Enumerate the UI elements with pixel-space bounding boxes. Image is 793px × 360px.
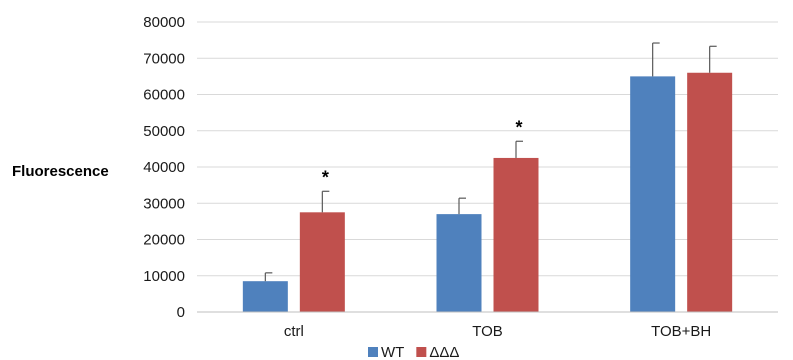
legend-label: ΔΔΔ [429, 344, 459, 360]
significance-star: * [515, 117, 522, 137]
bar-tob-bh-ddd [687, 72, 733, 312]
x-category-label: TOB [472, 323, 503, 340]
legend-label: WT [381, 344, 404, 360]
x-axis-categories: ctrl TOB TOB+BH [284, 323, 711, 340]
bar-tob-bh-wt [630, 76, 676, 312]
legend: WT ΔΔΔ [368, 344, 459, 360]
y-tick-label: 60000 [143, 87, 185, 104]
y-tick-label: 80000 [143, 14, 185, 31]
bars [242, 72, 733, 312]
significance-star: * [322, 167, 329, 187]
legend-swatch [368, 347, 378, 357]
y-tick-label: 20000 [143, 232, 185, 249]
legend-swatch [416, 347, 427, 357]
x-category-label: ctrl [284, 323, 304, 340]
y-axis-label: Fluorescence [12, 163, 109, 180]
y-tick-label: 30000 [143, 195, 185, 212]
gridlines [197, 21, 778, 277]
y-tick-label: 40000 [143, 159, 185, 176]
y-tick-label: 50000 [143, 123, 185, 140]
y-tick-label: 70000 [143, 50, 185, 67]
y-axis-ticks: 0 10000 20000 30000 40000 50000 60000 70000 8000… [143, 14, 185, 321]
y-tick-label: 10000 [143, 268, 185, 285]
bar-tob-wt [436, 214, 482, 312]
bar-ctrl-ddd [299, 212, 345, 312]
error-bars [264, 42, 717, 282]
significance-markers: ** [322, 117, 523, 187]
y-tick-label: 0 [177, 304, 185, 321]
x-category-label: TOB+BH [651, 323, 711, 340]
bar-ctrl-wt [242, 281, 288, 312]
bar-tob-ddd [493, 157, 539, 312]
